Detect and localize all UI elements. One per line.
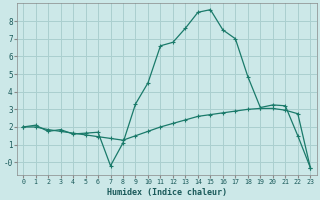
X-axis label: Humidex (Indice chaleur): Humidex (Indice chaleur) <box>107 188 227 197</box>
